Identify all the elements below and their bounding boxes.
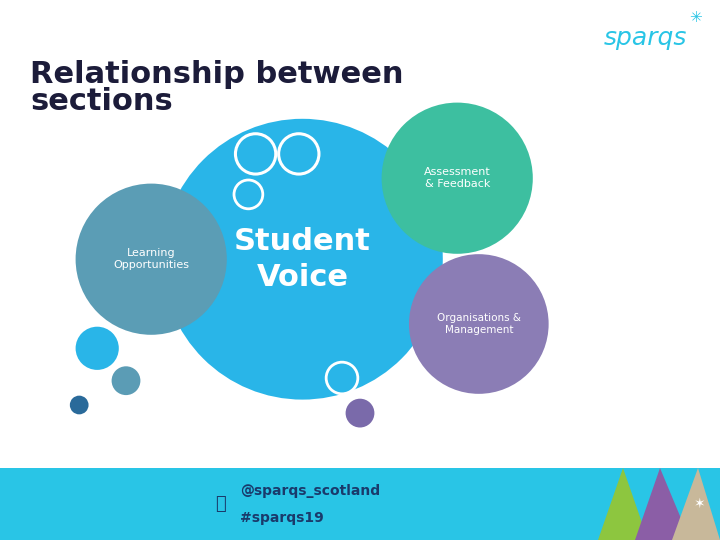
Circle shape [388,207,411,230]
Text: sections: sections [30,87,173,116]
Text: Assessment
& Feedback: Assessment & Feedback [424,167,490,190]
Polygon shape [635,468,690,540]
Text: Learning
Opportunities: Learning Opportunities [113,248,189,271]
Circle shape [76,327,119,370]
Text: Organisations &
Management: Organisations & Management [437,313,521,335]
Circle shape [390,245,409,263]
Polygon shape [598,468,648,540]
Text: Relationship between: Relationship between [30,60,403,89]
Text: sparqs: sparqs [603,26,687,50]
Bar [0,468,720,540]
Text: Student
Voice: Student Voice [234,227,371,292]
Circle shape [382,103,533,254]
Text: ✳: ✳ [688,10,701,25]
Circle shape [70,396,89,414]
Circle shape [76,184,227,335]
Text: @sparqs_scotland: @sparqs_scotland [240,484,380,498]
Circle shape [346,399,374,428]
Circle shape [162,119,443,400]
Text: ✶: ✶ [694,497,706,511]
Circle shape [409,254,549,394]
Text: #sparqs19: #sparqs19 [240,511,324,525]
Circle shape [112,366,140,395]
Polygon shape [672,468,720,540]
Text: 🐦: 🐦 [215,495,225,513]
